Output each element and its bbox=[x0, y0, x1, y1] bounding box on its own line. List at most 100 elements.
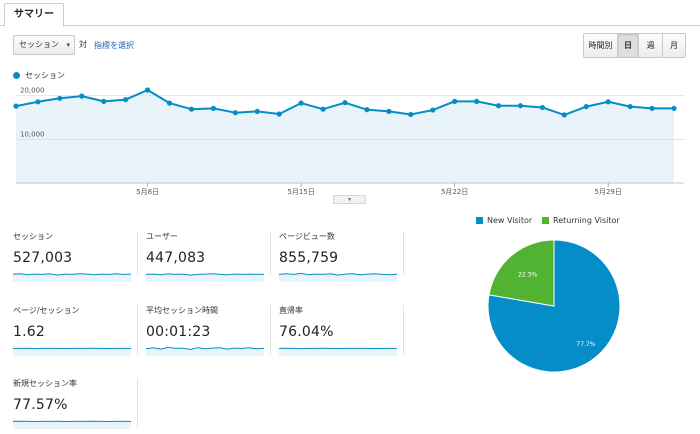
sparkline-fill bbox=[279, 348, 397, 356]
scorecard-sparkline bbox=[13, 273, 131, 282]
data-point bbox=[188, 106, 195, 112]
legend-swatch bbox=[542, 217, 549, 224]
data-point bbox=[123, 97, 129, 103]
divider bbox=[137, 305, 138, 355]
scorecard-value: 855,759 bbox=[279, 250, 339, 266]
scorecard-label: 直帰率 bbox=[279, 306, 303, 315]
scorecard-sparkline bbox=[146, 273, 264, 282]
visitor-type-pie-chart: 77.7% 22.3% bbox=[487, 239, 621, 373]
scorecard-value: 1.62 bbox=[13, 324, 45, 340]
x-tick-label: 5月22日 bbox=[441, 188, 468, 196]
pie-legend-label: New Visitor bbox=[487, 216, 533, 225]
data-point bbox=[474, 98, 480, 104]
data-point bbox=[145, 87, 151, 93]
legend-swatch bbox=[476, 217, 483, 224]
scorecard-label: 新規セッション率 bbox=[13, 379, 77, 388]
data-point bbox=[583, 103, 589, 110]
data-point bbox=[232, 110, 238, 116]
data-point bbox=[276, 111, 282, 117]
x-tick-label: 5月15日 bbox=[287, 188, 314, 196]
data-point bbox=[57, 95, 63, 101]
chart-area-fill bbox=[16, 90, 674, 183]
data-point bbox=[452, 98, 458, 104]
data-point bbox=[342, 100, 348, 106]
data-point bbox=[517, 103, 524, 109]
data-point bbox=[627, 103, 633, 110]
x-tick-label: 5月29日 bbox=[595, 188, 622, 196]
sessions-over-time-chart: 20,000 10,000 5月8日 5月15日 5月22日 5月29日 bbox=[0, 84, 700, 204]
sparkline-fill bbox=[13, 348, 131, 356]
chevron-down-icon: ▾ bbox=[66, 41, 70, 49]
select-metric-link[interactable]: 指標を選択 bbox=[94, 41, 134, 50]
data-point bbox=[495, 103, 502, 109]
vs-label: 対 bbox=[79, 40, 87, 49]
scorecard-avg-session-duration[interactable]: 平均セッション時間 00:01:23 bbox=[146, 305, 271, 356]
sparkline-fill bbox=[146, 347, 264, 356]
pie-legend-returning-visitor[interactable]: Returning Visitor bbox=[542, 216, 620, 225]
scorecard-label: ユーザー bbox=[146, 232, 178, 241]
pie-legend-new-visitor[interactable]: New Visitor bbox=[476, 216, 532, 225]
granularity-week-button[interactable]: 週 bbox=[638, 34, 662, 57]
scorecard-label: セッション bbox=[13, 232, 53, 241]
sparkline-line bbox=[13, 273, 131, 276]
scorecard-bounce-rate[interactable]: 直帰率 76.04% bbox=[279, 305, 404, 356]
data-point bbox=[561, 112, 567, 118]
sparkline-fill bbox=[279, 273, 397, 282]
divider bbox=[403, 231, 404, 275]
sparkline-line bbox=[279, 272, 397, 276]
tab-summary[interactable]: サマリー bbox=[4, 3, 64, 27]
sparkline-fill bbox=[13, 421, 131, 429]
sparkline-line bbox=[146, 273, 264, 276]
data-point bbox=[298, 100, 304, 106]
scorecard-sessions[interactable]: セッション 527,003 bbox=[13, 231, 138, 282]
data-point bbox=[649, 105, 655, 111]
granularity-day-button[interactable]: 日 bbox=[617, 34, 638, 57]
scorecard-sparkline bbox=[279, 272, 397, 282]
chart-resize-handle[interactable]: ▾ bbox=[333, 195, 366, 204]
data-point bbox=[166, 100, 173, 106]
data-point bbox=[254, 108, 260, 114]
granularity-month-button[interactable]: 月 bbox=[662, 34, 685, 57]
scorecard-value: 00:01:23 bbox=[146, 324, 211, 340]
series-legend-label: セッション bbox=[25, 71, 65, 80]
pie-slice-returning-visitor bbox=[488, 239, 555, 307]
divider bbox=[270, 305, 271, 355]
divider bbox=[137, 378, 138, 428]
granularity-hourly-button[interactable]: 時間別 bbox=[584, 34, 617, 57]
scorecard-value: 527,003 bbox=[13, 250, 73, 266]
data-point bbox=[35, 99, 41, 105]
pie-legend-label: Returning Visitor bbox=[553, 216, 620, 225]
sparkline-line bbox=[146, 346, 264, 351]
scorecard-sparkline bbox=[13, 420, 131, 429]
divider bbox=[137, 231, 138, 275]
sparkline-fill bbox=[13, 273, 131, 282]
data-point bbox=[386, 108, 392, 114]
data-point bbox=[605, 99, 611, 105]
divider bbox=[403, 305, 404, 355]
report-tab-bar: サマリー bbox=[0, 0, 700, 27]
scorecard-label: ページ/セッション bbox=[13, 306, 80, 315]
data-point bbox=[364, 107, 370, 113]
scorecard-users[interactable]: ユーザー 447,083 bbox=[146, 231, 271, 282]
x-tick-label: 5月8日 bbox=[136, 188, 159, 196]
data-point bbox=[671, 105, 677, 111]
pie-slice-label: 22.3% bbox=[518, 272, 537, 279]
pie-slice-label: 77.7% bbox=[576, 341, 595, 348]
data-point bbox=[79, 93, 85, 99]
divider bbox=[270, 231, 271, 275]
data-point bbox=[408, 111, 414, 118]
scorecard-pages-per-session[interactable]: ページ/セッション 1.62 bbox=[13, 305, 138, 356]
data-point bbox=[430, 107, 436, 113]
series-legend-dot bbox=[13, 72, 20, 79]
scorecard-value: 76.04% bbox=[279, 324, 334, 340]
scorecard-sparkline bbox=[146, 346, 264, 356]
y-tick-label: 10,000 bbox=[20, 130, 45, 138]
metric-select[interactable]: セッション ▾ bbox=[13, 35, 75, 55]
data-point bbox=[539, 104, 546, 111]
scorecard-pageviews[interactable]: ページビュー数 855,759 bbox=[279, 231, 404, 282]
data-point bbox=[13, 103, 19, 109]
scorecard-new-sessions-rate[interactable]: 新規セッション率 77.57% bbox=[13, 378, 138, 429]
y-tick-label: 20,000 bbox=[20, 87, 45, 95]
scorecard-sparkline bbox=[13, 347, 131, 356]
scorecard-label: ページビュー数 bbox=[279, 232, 335, 241]
